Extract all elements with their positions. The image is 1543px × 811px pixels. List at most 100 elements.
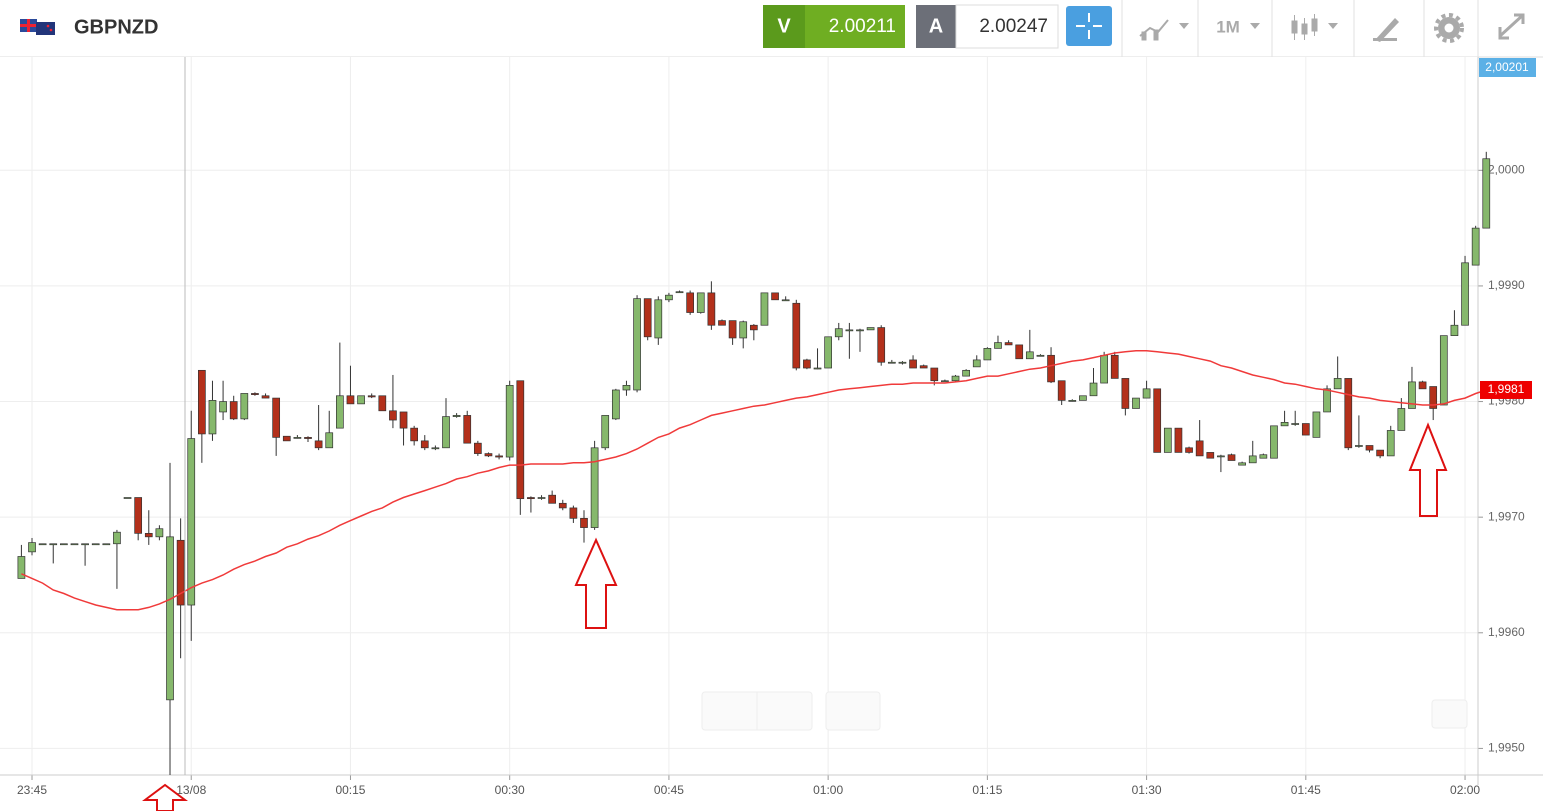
candle-body [1323, 388, 1331, 413]
candle-body [686, 292, 694, 313]
candle-body [866, 327, 875, 331]
candle-body [665, 294, 673, 301]
x-tick-label: 01:00 [813, 783, 843, 797]
candle-body [1227, 454, 1236, 461]
candle-body [187, 438, 196, 606]
candle-body [972, 359, 981, 368]
candle-body [696, 292, 705, 313]
candle-body [1195, 440, 1204, 457]
candle-body [155, 528, 164, 538]
candle-body [1280, 422, 1289, 427]
candle-body [367, 395, 376, 398]
candle-body [643, 298, 652, 338]
candle-body [410, 427, 419, 442]
candle-body [1047, 354, 1055, 383]
toolbar-separators [1121, 0, 1479, 57]
sell-button[interactable] [763, 5, 805, 48]
candle-body [909, 359, 917, 369]
candle-body [580, 517, 588, 528]
candle-body [887, 361, 896, 364]
candle-body [314, 440, 323, 449]
interval-button[interactable]: 1M [1216, 17, 1240, 36]
candle-body [558, 502, 567, 509]
candle-body [261, 395, 270, 399]
candle-body [1217, 455, 1225, 458]
candle-body [1397, 408, 1406, 431]
candle-body [813, 367, 822, 370]
candle-body [760, 292, 769, 326]
buy-price: 2.00247 [979, 16, 1048, 37]
buy-button[interactable] [916, 5, 956, 48]
candle-style-button[interactable] [1291, 14, 1338, 40]
x-tick-label: 01:30 [1132, 783, 1162, 797]
candle-body [994, 342, 1002, 349]
draw-tool-button[interactable] [1373, 18, 1399, 42]
candle-body [1471, 227, 1480, 266]
candle-body [1089, 382, 1098, 397]
sell-price-box[interactable] [805, 5, 905, 48]
candle-body [749, 324, 758, 331]
chart-type-button[interactable] [1139, 19, 1189, 41]
candle-body [1015, 344, 1024, 360]
candle-body [739, 321, 748, 339]
candle-body [113, 531, 121, 545]
candle-body [1079, 395, 1087, 401]
x-tick-label: 01:15 [972, 783, 1002, 797]
candle-body [1142, 388, 1151, 399]
candle-body [718, 320, 726, 326]
reset-button[interactable] [825, 691, 881, 731]
candle-body [1025, 351, 1034, 360]
candle-body [941, 380, 949, 383]
candle-body [1004, 342, 1013, 346]
candle-body [622, 385, 631, 391]
settings-button[interactable] [1434, 13, 1464, 43]
candle-body [845, 329, 854, 332]
candle-body [463, 415, 472, 444]
ma-price-tag [1480, 380, 1532, 399]
candle-body [1132, 397, 1140, 409]
candle-body [229, 401, 238, 420]
candle-body [208, 400, 217, 435]
candle-body [378, 395, 387, 412]
candle-body [357, 395, 365, 405]
crosshair-icon [1076, 13, 1102, 39]
candle-body [516, 380, 525, 500]
y-tick-label: 1,9950 [1488, 741, 1525, 755]
y-tick-label: 1,9990 [1488, 278, 1525, 292]
candle-body [877, 327, 886, 363]
candle-body [176, 539, 185, 606]
candle-body [590, 447, 599, 528]
candle-body [930, 367, 939, 382]
x-tick-label: 00:30 [495, 783, 525, 797]
zoom-controls [701, 691, 1468, 731]
candle-body [771, 292, 779, 301]
candle-body [1450, 324, 1459, 336]
x-tick-label: 00:15 [335, 783, 365, 797]
candle-body [1429, 386, 1438, 409]
crosshair-button[interactable] [1066, 6, 1112, 46]
candle-body [633, 298, 641, 391]
candle-body [399, 411, 408, 429]
candle-body [1057, 380, 1066, 401]
candle-body [1185, 447, 1193, 453]
candle-body [951, 375, 960, 382]
candle-body [1301, 423, 1310, 436]
candle-body [442, 416, 450, 449]
candle-body [198, 369, 206, 435]
scroll-button[interactable] [1431, 699, 1468, 729]
candle-body [898, 361, 907, 364]
candle-body [134, 497, 143, 534]
moving-average-line [21, 349, 1487, 611]
fullscreen-button[interactable] [1498, 13, 1525, 40]
candle-body [81, 543, 89, 546]
candle-body [654, 299, 663, 339]
candle-body [505, 385, 514, 458]
candle-body [1270, 425, 1278, 459]
buy-price-box[interactable] [955, 4, 1059, 49]
candle-body [824, 336, 832, 369]
candle-body [1163, 427, 1172, 453]
candle-body [1312, 411, 1321, 438]
x-tick-label: 13/08 [176, 783, 206, 797]
candle-body [38, 543, 47, 546]
